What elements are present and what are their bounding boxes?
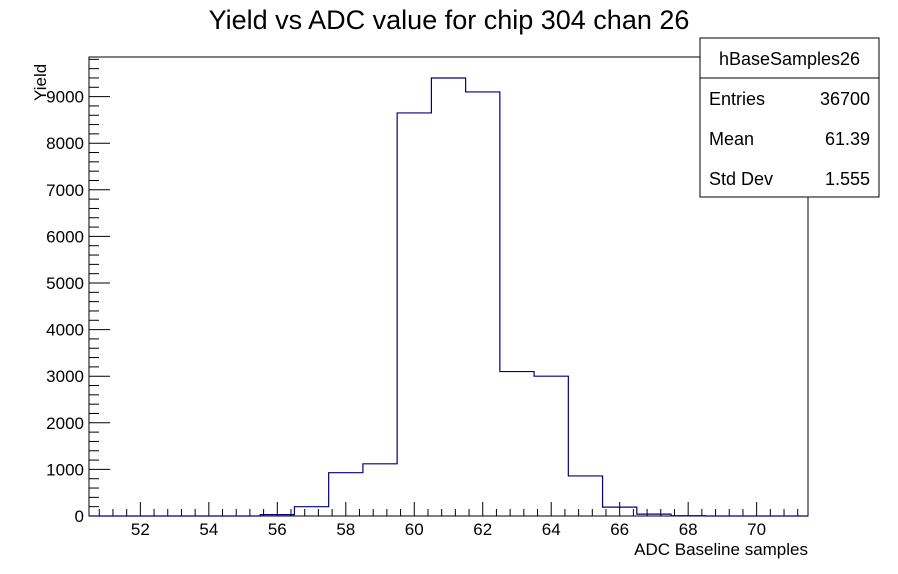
stats-label-stddev: Std Dev	[709, 169, 773, 189]
plot-frame	[88, 56, 809, 517]
stats-label-entries: Entries	[709, 89, 765, 109]
y-tick-label: 1000	[46, 460, 84, 479]
x-tick-label: 54	[199, 520, 218, 539]
stats-value-stddev: 1.555	[825, 169, 870, 189]
x-tick-label: 64	[542, 520, 561, 539]
x-tick-label: 52	[131, 520, 150, 539]
stats-box: hBaseSamples26 Entries 36700 Mean 61.39 …	[699, 37, 880, 198]
y-tick-label: 8000	[46, 134, 84, 153]
x-tick-label: 70	[747, 520, 766, 539]
y-tick-label: 0	[75, 507, 84, 526]
x-axis-label: ADC Baseline samples	[634, 540, 808, 559]
y-tick-label: 2000	[46, 414, 84, 433]
y-tick-label: 9000	[46, 88, 84, 107]
stats-value-mean: 61.39	[825, 129, 870, 149]
chart-title: Yield vs ADC value for chip 304 chan 26	[209, 5, 690, 35]
x-axis: 52 54 56 58 60 62 64 66 68 70	[98, 502, 799, 539]
x-tick-label: 62	[473, 520, 492, 539]
x-tick-label: 68	[679, 520, 698, 539]
stats-box-frame	[699, 37, 880, 198]
histogram-series	[89, 77, 808, 517]
y-axis: 0 1000 2000 3000 4000 5000 6000 7000 8000 9000	[46, 58, 110, 526]
y-tick-label: 3000	[46, 367, 84, 386]
x-tick-label: 66	[610, 520, 629, 539]
y-axis-label: Yield	[31, 64, 50, 101]
stats-label-mean: Mean	[709, 129, 754, 149]
y-tick-label: 6000	[46, 227, 84, 246]
x-tick-label: 56	[268, 520, 287, 539]
x-tick-label: 60	[405, 520, 424, 539]
y-tick-label: 7000	[46, 181, 84, 200]
stats-value-entries: 36700	[820, 89, 870, 109]
y-tick-label: 5000	[46, 274, 84, 293]
stats-box-title: hBaseSamples26	[719, 49, 860, 69]
y-tick-label: 4000	[46, 321, 84, 340]
x-tick-label: 58	[336, 520, 355, 539]
